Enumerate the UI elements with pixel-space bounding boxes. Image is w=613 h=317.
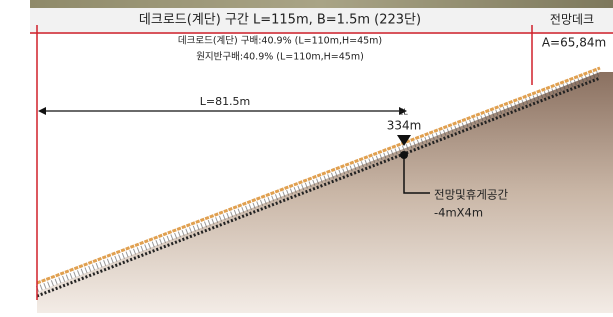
diagram: 데크로드(계단) 구간 L=115m, B=1.5m (223단) 전망데크 A…: [0, 0, 613, 313]
ground: [37, 72, 613, 313]
slope-note: 데크로드(계단) 구배:40.9% (L=110m,H=45m): [178, 35, 382, 47]
rest-area-size: -4mX4m: [434, 206, 483, 220]
deck-title: 전망데크: [550, 13, 594, 27]
section-title: 데크로드(계단) 구간 L=115m, B=1.5m (223단): [139, 13, 421, 28]
dimension-label: L=81.5m: [200, 95, 251, 108]
slope-note: 원지반구배:40.9% (L=110m,H=45m): [196, 52, 364, 63]
rest-area-label: 전망및휴게공간: [434, 188, 508, 202]
elevation-value: 334m: [387, 119, 422, 133]
elevation-prefix: EL: [398, 108, 408, 117]
arrow-head: [38, 107, 46, 115]
top-texture: [30, 0, 613, 8]
deck-area: A=65,84m: [542, 36, 606, 50]
